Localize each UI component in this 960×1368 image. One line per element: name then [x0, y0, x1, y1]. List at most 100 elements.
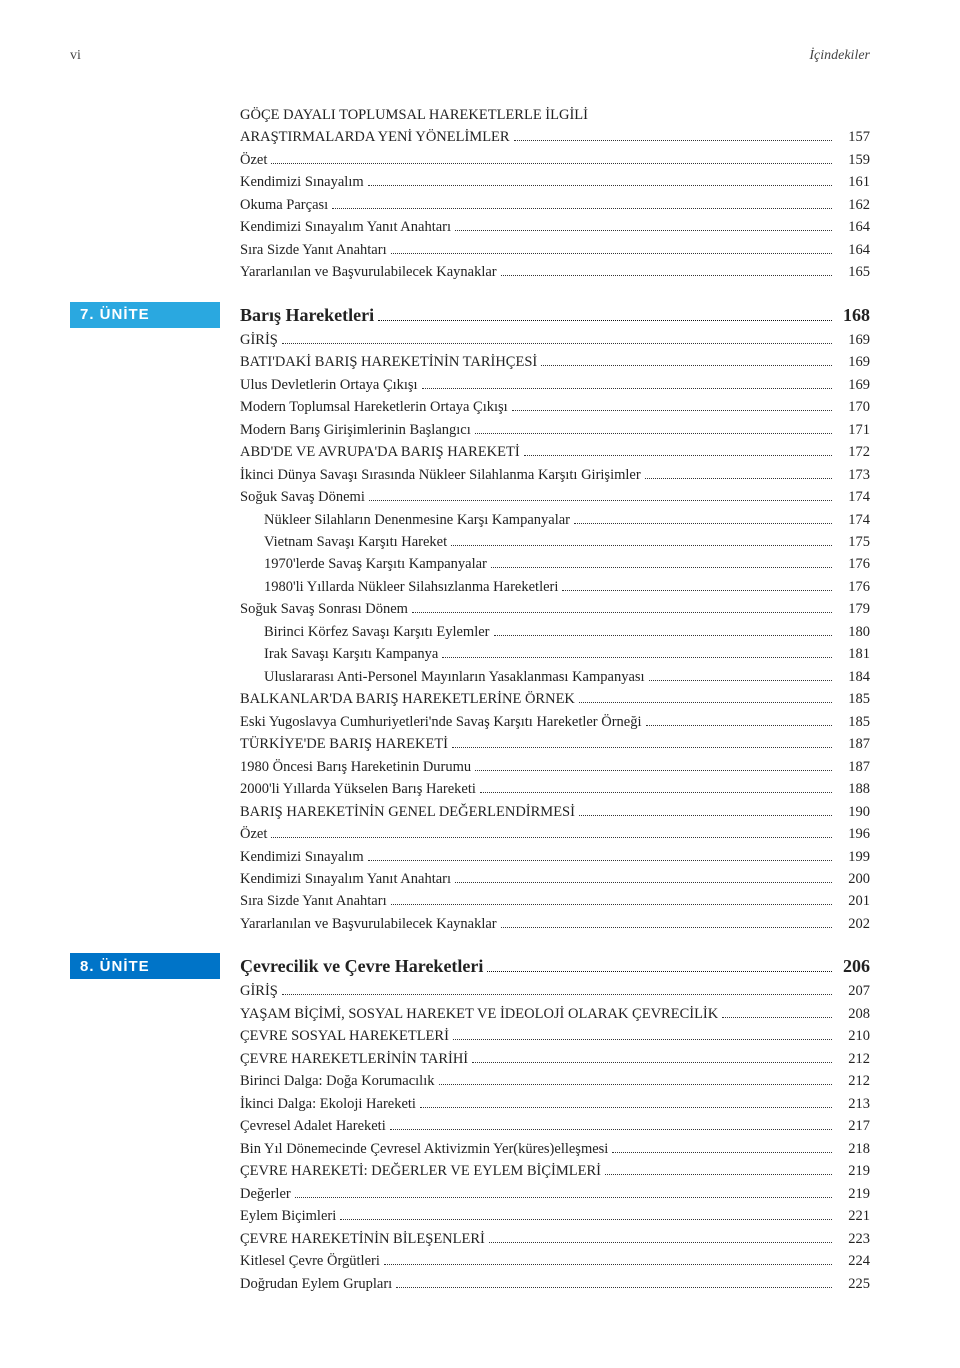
toc-page: 172 — [836, 441, 870, 463]
toc-page: 188 — [836, 778, 870, 800]
toc-page: 179 — [836, 598, 870, 620]
leader-dots — [271, 163, 832, 164]
toc-label: ÇEVRE SOSYAL HAREKETLERİ — [240, 1025, 449, 1047]
toc-page: 165 — [836, 261, 870, 283]
leader-dots — [541, 365, 832, 366]
toc-row: ÇEVRE HAREKETİ: DEĞERLER VE EYLEM BİÇİML… — [240, 1160, 870, 1182]
toc-page: 180 — [836, 621, 870, 643]
toc-row: BARIŞ HAREKETİNİN GENEL DEĞERLENDİRMESİ1… — [240, 801, 870, 823]
toc-page: 217 — [836, 1115, 870, 1137]
toc-row: Birinci Körfez Savaşı Karşıtı Eylemler18… — [240, 621, 870, 643]
toc-row: Kendimizi Sınayalım199 — [240, 846, 870, 868]
toc-row: ÇEVRE HAREKETİNİN BİLEŞENLERİ223 — [240, 1228, 870, 1250]
toc-page: 162 — [836, 194, 870, 216]
toc-row: Okuma Parçası162 — [240, 194, 870, 216]
toc-row: Çevresel Adalet Hareketi 217 — [240, 1115, 870, 1137]
leader-dots — [514, 140, 832, 141]
leader-dots — [574, 523, 832, 524]
toc-row: 1980 Öncesi Barış Hareketinin Durumu187 — [240, 756, 870, 778]
toc-label: GÖÇE DAYALI TOPLUMSAL HAREKETLERLE İLGİL… — [240, 104, 588, 126]
toc-page: 223 — [836, 1228, 870, 1250]
leader-dots — [579, 702, 832, 703]
leader-dots — [501, 275, 832, 276]
leader-dots — [282, 343, 832, 344]
leader-dots — [579, 815, 832, 816]
leader-dots — [646, 725, 832, 726]
toc-row: Uluslararası Anti-Personel Mayınların Ya… — [240, 666, 870, 688]
toc-label: Eski Yugoslavya Cumhuriyetleri'nde Savaş… — [240, 711, 642, 733]
toc-label: Yararlanılan ve Başvurulabilecek Kaynakl… — [240, 913, 497, 935]
leader-dots — [452, 747, 832, 748]
toc-label: YAŞAM BİÇİMİ, SOSYAL HAREKET VE İDEOLOJİ… — [240, 1003, 718, 1025]
toc-label: Kitlesel Çevre Örgütleri — [240, 1250, 380, 1272]
toc-page: 218 — [836, 1138, 870, 1160]
toc-row: Eski Yugoslavya Cumhuriyetleri'nde Savaş… — [240, 711, 870, 733]
leader-dots — [451, 545, 832, 546]
toc-label: Modern Barış Girişimlerinin Başlangıcı — [240, 419, 471, 441]
toc-row: GİRİŞ169 — [240, 329, 870, 351]
toc-label: GİRİŞ — [240, 980, 278, 1002]
toc-page: 185 — [836, 688, 870, 710]
toc-label: Çevresel Adalet Hareketi — [240, 1115, 386, 1137]
toc-page: 210 — [836, 1025, 870, 1047]
toc-row: ÇEVRE HAREKETLERİNİN TARİHİ212 — [240, 1048, 870, 1070]
toc-row: Bin Yıl Dönemecinde Çevresel Aktivizmin … — [240, 1138, 870, 1160]
toc-label: Kendimizi Sınayalım Yanıt Anahtarı — [240, 216, 451, 238]
toc-row: ÇEVRE SOSYAL HAREKETLERİ 210 — [240, 1025, 870, 1047]
toc-row: Yararlanılan ve Başvurulabilecek Kaynakl… — [240, 261, 870, 283]
leader-dots — [332, 208, 832, 209]
page-header: vi İçindekiler — [70, 48, 870, 64]
toc-row: Doğrudan Eylem Grupları225 — [240, 1273, 870, 1295]
leader-dots — [487, 971, 832, 972]
toc-page: 161 — [836, 171, 870, 193]
toc-row: Nükleer Silahların Denenmesine Karşı Kam… — [240, 509, 870, 531]
leader-dots — [390, 1129, 832, 1130]
leader-dots — [494, 635, 833, 636]
toc-page: 196 — [836, 823, 870, 845]
leader-dots — [368, 860, 832, 861]
toc-label: Soğuk Savaş Sonrası Dönem — [240, 598, 408, 620]
unit-title: Çevrecilik ve Çevre Hareketleri — [240, 953, 483, 980]
toc-row: İkinci Dünya Savaşı Sırasında Nükleer Si… — [240, 464, 870, 486]
leader-dots — [562, 590, 832, 591]
toc-row: Irak Savaşı Karşıtı Kampanya 181 — [240, 643, 870, 665]
toc-label: 1980'li Yıllarda Nükleer Silahsızlanma H… — [264, 576, 558, 598]
toc-label: Irak Savaşı Karşıtı Kampanya — [264, 643, 438, 665]
leader-dots — [442, 657, 832, 658]
toc-label: BALKANLAR'DA BARIŞ HAREKETLERİNE ÖRNEK — [240, 688, 575, 710]
toc-label: Birinci Dalga: Doğa Korumacılık — [240, 1070, 435, 1092]
toc-row: Soğuk Savaş Sonrası Dönem 179 — [240, 598, 870, 620]
unit-title-row: Çevrecilik ve Çevre Hareketleri206 — [240, 953, 870, 980]
toc-page: 159 — [836, 149, 870, 171]
leader-dots — [369, 500, 832, 501]
leader-dots — [271, 837, 832, 838]
toc-row: Birinci Dalga: Doğa Korumacılık 212 — [240, 1070, 870, 1092]
unit-block: 7. ÜNİTEBarış Hareketleri168GİRİŞ169BATI… — [240, 302, 870, 936]
leader-dots — [439, 1084, 833, 1085]
leader-dots — [524, 455, 832, 456]
toc-row: 2000'li Yıllarda Yükselen Barış Hareketi… — [240, 778, 870, 800]
toc-page: 200 — [836, 868, 870, 890]
leader-dots — [282, 994, 832, 995]
toc-row: Özet 196 — [240, 823, 870, 845]
toc-page: 208 — [836, 1003, 870, 1025]
toc-page: 212 — [836, 1070, 870, 1092]
toc-row: GİRİŞ207 — [240, 980, 870, 1002]
unit-title-row: Barış Hareketleri168 — [240, 302, 870, 329]
unit-title-page: 168 — [836, 302, 870, 329]
toc-label: Soğuk Savaş Dönemi — [240, 486, 365, 508]
toc-page: 181 — [836, 643, 870, 665]
leader-dots — [368, 185, 832, 186]
toc-label: İkinci Dünya Savaşı Sırasında Nükleer Si… — [240, 464, 641, 486]
toc-row: YAŞAM BİÇİMİ, SOSYAL HAREKET VE İDEOLOJİ… — [240, 1003, 870, 1025]
unit-block: 8. ÜNİTEÇevrecilik ve Çevre Hareketleri2… — [240, 953, 870, 1295]
toc-label: TÜRKİYE'DE BARIŞ HAREKETİ — [240, 733, 448, 755]
toc-page: 174 — [836, 509, 870, 531]
toc-page: 174 — [836, 486, 870, 508]
toc-row: İkinci Dalga: Ekoloji Hareketi213 — [240, 1093, 870, 1115]
toc-label: 1980 Öncesi Barış Hareketinin Durumu — [240, 756, 471, 778]
toc-page: 171 — [836, 419, 870, 441]
toc-label: Özet — [240, 823, 267, 845]
toc-label: Sıra Sizde Yanıt Anahtarı — [240, 239, 387, 261]
toc-row: TÜRKİYE'DE BARIŞ HAREKETİ187 — [240, 733, 870, 755]
